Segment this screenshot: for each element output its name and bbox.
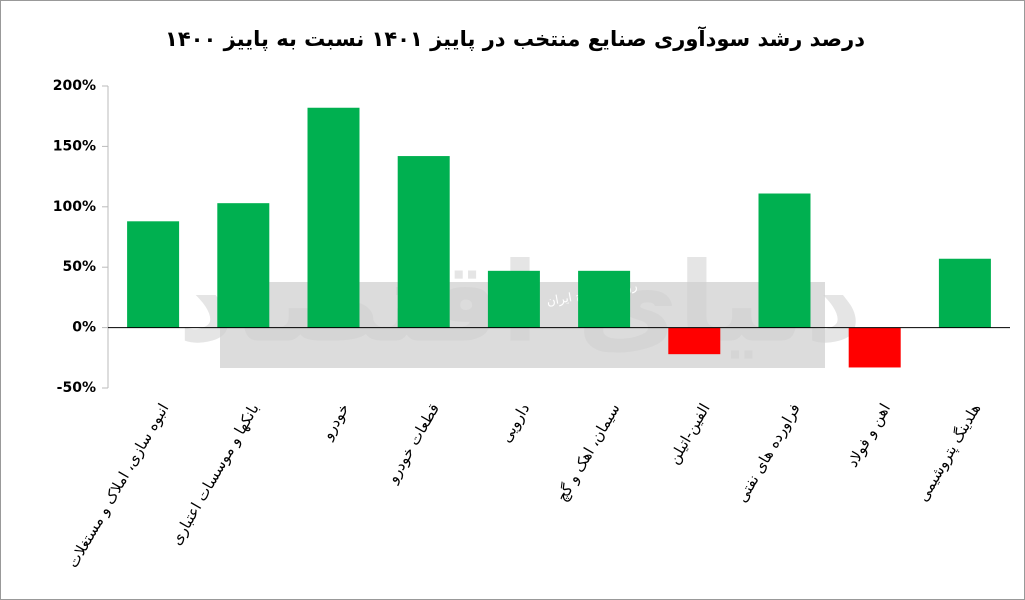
bar [668, 327, 721, 355]
bar [487, 270, 540, 328]
y-tick-label: 0% [72, 320, 96, 336]
y-tick-label: 50% [62, 259, 96, 275]
bar [217, 203, 270, 328]
bar [938, 258, 991, 328]
bar [397, 156, 450, 328]
y-tick-label: -50% [57, 380, 96, 396]
bar [127, 221, 180, 328]
y-tick-label: 200% [53, 78, 96, 94]
bar [307, 107, 360, 328]
bar [578, 270, 631, 328]
bar [848, 327, 901, 368]
bar [758, 193, 811, 328]
y-tick-label: 100% [53, 199, 96, 215]
chart-title: درصد رشد سودآوری صنایع منتخب در پاییز ۱۴… [165, 26, 865, 51]
y-tick-label: 150% [53, 138, 96, 154]
